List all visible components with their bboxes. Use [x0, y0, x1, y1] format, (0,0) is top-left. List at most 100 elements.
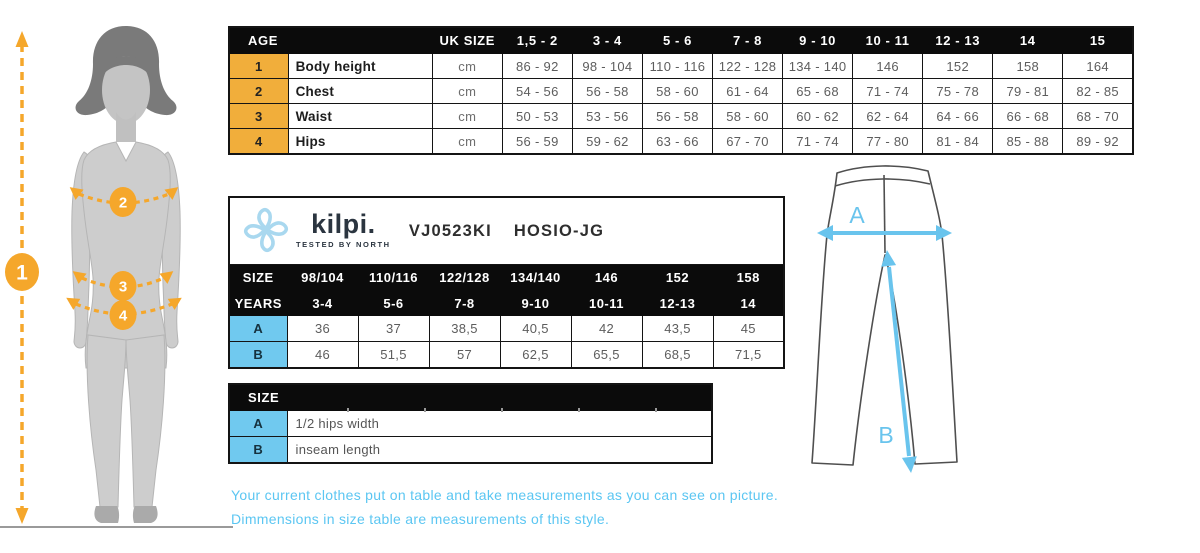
brand-name: kilpi.	[311, 209, 376, 240]
size-col-header: 12 - 13	[922, 26, 994, 54]
legend-b-description: inseam length	[286, 436, 713, 464]
female-body-measurement-diagram: 1 2 3 4	[0, 26, 233, 528]
center-seam	[883, 174, 886, 254]
unit-cell: cm	[431, 128, 503, 155]
size-label: SIZE	[228, 264, 288, 291]
dim-value: 65,5	[570, 341, 643, 369]
arrow-left-icon	[817, 225, 833, 241]
value-cell: 158	[992, 53, 1064, 79]
size-value: 110/116	[357, 264, 430, 291]
dim-value: 37	[357, 315, 430, 342]
table-row: 1 Body height cm 86 - 92 98 - 104 110 - …	[228, 53, 1134, 79]
value-cell: 68 - 70	[1062, 103, 1134, 129]
value-cell: 146	[852, 53, 924, 79]
dim-value: 57	[428, 341, 501, 369]
product-header-cell: kilpi. Tested by North VJ0523KI HOSIO-JG	[228, 196, 785, 265]
note-line-1: Your current clothes put on table and ta…	[231, 487, 779, 503]
brand-logo: kilpi. Tested by North	[243, 205, 391, 255]
table-row: 2 Chest cm 54 - 56 56 - 58 58 - 60 61 - …	[228, 78, 1134, 104]
value-cell: 58 - 60	[641, 78, 713, 104]
size-col-header: 1,5 - 2	[501, 26, 573, 54]
arrow-up-icon	[15, 31, 29, 47]
years-value: 3-4	[286, 290, 359, 316]
table-row: 3 Waist cm 50 - 53 53 - 56 56 - 58 58 - …	[228, 103, 1134, 129]
pants-measurement-diagram: A B	[811, 165, 958, 473]
years-value: 14	[712, 290, 785, 316]
arrow-down-icon	[15, 508, 29, 524]
value-cell: 50 - 53	[501, 103, 573, 129]
unit-cell: cm	[431, 78, 503, 104]
age-table-header-row: AGE UK SIZE 1,5 - 2 3 - 4 5 - 6 7 - 8 9 …	[228, 26, 1134, 54]
value-cell: 75 - 78	[922, 78, 994, 104]
dim-value: 46	[286, 341, 359, 369]
value-cell: 86 - 92	[501, 53, 573, 79]
years-value: 9-10	[499, 290, 572, 316]
row-label-cell: Hips	[287, 128, 433, 155]
arrow-down-icon	[901, 456, 917, 473]
value-cell: 89 - 92	[1062, 128, 1134, 155]
legend-row-a: A 1/2 hips width	[228, 410, 713, 437]
unit-cell: cm	[431, 53, 503, 79]
value-cell: 56 - 58	[571, 78, 643, 104]
years-value: 12-13	[641, 290, 714, 316]
size-col-header: 5 - 6	[641, 26, 713, 54]
waistband-seam	[834, 178, 931, 187]
row-number-cell: 4	[228, 128, 289, 155]
value-cell: 59 - 62	[571, 128, 643, 155]
dim-value: 45	[712, 315, 785, 342]
value-cell: 62 - 64	[852, 103, 924, 129]
uk-size-header: UK SIZE	[431, 26, 503, 54]
size-value: 146	[570, 264, 643, 291]
years-value: 10-11	[570, 290, 643, 316]
size-col-header: 7 - 8	[711, 26, 784, 54]
product-code: VJ0523KI	[408, 221, 492, 240]
dim-value: 42	[570, 315, 643, 342]
marker-2-badge: 2	[109, 187, 137, 217]
brand-tagline: Tested by North	[296, 240, 391, 250]
pants-a-label: A	[849, 202, 865, 228]
legend-row-b: B inseam length	[228, 436, 713, 464]
value-cell: 60 - 62	[782, 103, 854, 129]
product-size-table: kilpi. Tested by North VJ0523KI HOSIO-JG…	[228, 196, 785, 369]
size-value: 152	[641, 264, 714, 291]
dim-a-label: A	[228, 315, 288, 342]
value-cell: 67 - 70	[711, 128, 784, 155]
value-cell: 98 - 104	[571, 53, 643, 79]
size-value: 122/128	[428, 264, 501, 291]
dim-value: 40,5	[499, 315, 572, 342]
dim-value: 68,5	[641, 341, 714, 369]
value-cell: 61 - 64	[711, 78, 784, 104]
unit-cell: cm	[431, 103, 503, 129]
value-cell: 58 - 60	[711, 103, 784, 129]
value-cell: 122 - 128	[711, 53, 784, 79]
measurement-notes: Your current clothes put on table and ta…	[231, 483, 778, 531]
pants-b-label: B	[878, 422, 893, 448]
row-label-cell: Waist	[287, 103, 433, 129]
row-number-cell: 2	[228, 78, 289, 104]
years-value: 7-8	[428, 290, 501, 316]
size-col-header: 15	[1062, 26, 1134, 54]
size-col-header: 3 - 4	[571, 26, 643, 54]
legend-a-label: A	[228, 410, 288, 437]
size-value: 134/140	[499, 264, 572, 291]
note-line-2: Dimmensions in size table are measuremen…	[231, 511, 610, 527]
chest-measure-arc	[69, 187, 179, 205]
pants-outline	[811, 165, 958, 466]
years-value: 5-6	[357, 290, 430, 316]
value-cell: 152	[922, 53, 994, 79]
neck	[116, 112, 136, 142]
value-cell: 54 - 56	[501, 78, 573, 104]
body-height-arrow	[15, 31, 29, 524]
value-cell: 63 - 66	[641, 128, 713, 155]
dim-value: 71,5	[712, 341, 785, 369]
table-row: 4 Hips cm 56 - 59 59 - 62 63 - 66 67 - 7…	[228, 128, 1134, 155]
inseam-length-arrow: B	[878, 250, 917, 473]
marker-4-label: 4	[119, 308, 128, 325]
product-name: HOSIO-JG	[513, 221, 605, 240]
hair-fringe	[100, 56, 152, 80]
legend-table-column-ticks	[347, 408, 665, 412]
row-number-cell: 3	[228, 103, 289, 129]
torso	[81, 141, 171, 369]
value-cell: 82 - 85	[1062, 78, 1134, 104]
marker-4-badge: 4	[109, 300, 137, 330]
